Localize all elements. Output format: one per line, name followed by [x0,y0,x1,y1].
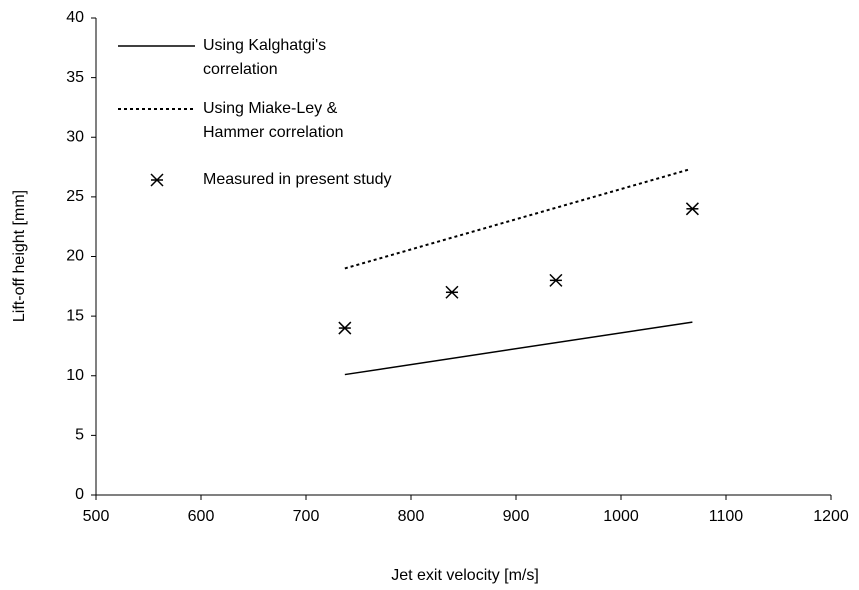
y-tick-label: 0 [75,486,84,503]
marker [445,285,459,299]
x-tick-label: 600 [188,508,215,525]
legend-label: Measured in present study [203,171,392,188]
x-tick-label: 900 [503,508,530,525]
legend-label: Using Miake-Ley & Hammer correlation [203,100,343,141]
legend-label: Using Kalghatgi's correlation [203,37,326,78]
y-axis-title: Lift-off height [mm] [11,190,28,322]
x-tick-label: 800 [398,508,425,525]
y-tick-label: 10 [66,367,84,384]
x-axis-title: Jet exit velocity [m/s] [391,567,539,584]
data-line [344,321,693,376]
y-tick-label: 25 [66,188,84,205]
y-tick-label: 15 [66,307,84,324]
marker [549,273,563,287]
y-tick-label: 40 [66,9,84,26]
x-tick-label: 500 [83,508,110,525]
y-tick-label: 5 [75,427,84,444]
y-tick-label: 30 [66,128,84,145]
x-tick-label: 1100 [709,508,744,525]
y-tick-label: 20 [66,248,84,265]
x-tick-label: 1200 [813,508,849,525]
x-tick-label: 1000 [603,508,639,525]
marker [685,202,699,216]
data-line [344,168,690,270]
legend-marker [150,173,164,187]
marker [338,321,352,335]
x-tick-label: 700 [293,508,320,525]
y-tick-label: 35 [66,69,84,86]
